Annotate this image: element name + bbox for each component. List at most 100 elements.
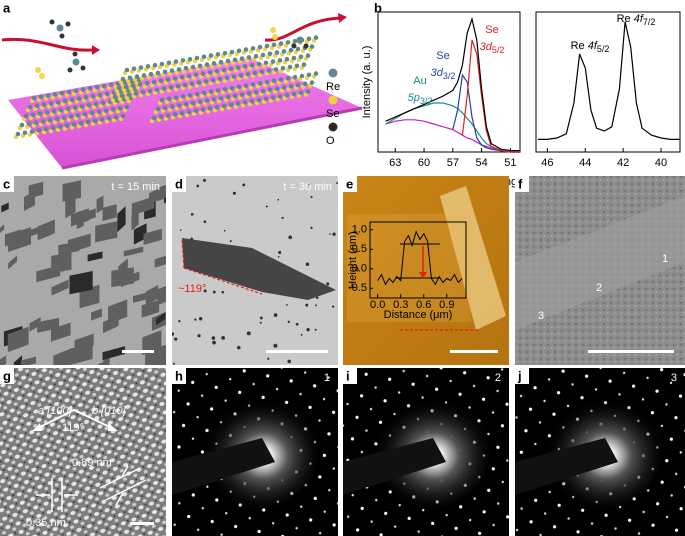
- x-tick-label: 0.9: [439, 299, 454, 311]
- particle: [278, 250, 282, 255]
- atom-re: [61, 115, 67, 121]
- atom-re: [30, 112, 36, 118]
- atom-re: [287, 64, 293, 70]
- atom-re: [292, 38, 298, 44]
- atom-re: [112, 94, 118, 100]
- y-tick-label: 1.0: [352, 224, 367, 236]
- panel-label: f: [518, 176, 523, 191]
- atom-re: [313, 35, 319, 40]
- particle: [277, 255, 280, 258]
- atom-re: [273, 67, 279, 72]
- label-box: [0, 176, 14, 192]
- peak-label: 5p3/2: [408, 92, 433, 106]
- subscript: 5/2: [597, 44, 610, 54]
- atom-re: [245, 71, 251, 77]
- atom-re: [166, 60, 172, 66]
- label-box: [0, 368, 14, 384]
- angle-line: [181, 237, 185, 269]
- particle: [246, 331, 251, 336]
- region-label: 2: [495, 372, 501, 384]
- atom-re: [19, 122, 25, 128]
- flake: [51, 279, 69, 296]
- atom-re: [138, 65, 144, 70]
- atom-re: [64, 123, 70, 128]
- atom-re: [204, 62, 210, 67]
- atom-re: [113, 114, 119, 120]
- plot-frame: [377, 11, 521, 153]
- atom-re: [218, 95, 224, 101]
- atom-re: [306, 72, 312, 78]
- flake: [143, 228, 162, 245]
- particle: [336, 182, 338, 184]
- label-box: [515, 176, 529, 192]
- plot-frame: [535, 11, 681, 153]
- direction-label: a [100]: [38, 405, 73, 417]
- subscript: 3/2: [420, 96, 433, 106]
- atom-re: [259, 69, 265, 75]
- beam-stop: [515, 438, 618, 495]
- atom-re: [242, 100, 248, 105]
- atom-re: [124, 104, 130, 110]
- atom-re: [281, 49, 287, 54]
- atom-re: [190, 100, 196, 106]
- particle: [315, 296, 319, 300]
- flake: [70, 208, 89, 227]
- x-tick-label: 46: [541, 157, 553, 169]
- atom-re: [101, 83, 107, 89]
- atom-re: [229, 49, 235, 55]
- atom-re: [75, 113, 81, 118]
- flake: [97, 360, 108, 365]
- particle: [212, 340, 216, 345]
- x-tick-label: 57: [447, 157, 459, 169]
- atom-re: [250, 46, 256, 51]
- arrowhead: [32, 423, 42, 431]
- atom-re: [186, 73, 192, 79]
- atom-re: [249, 98, 255, 104]
- atom-re: [66, 89, 72, 95]
- atom-re: [271, 42, 277, 48]
- atom-re: [62, 98, 68, 104]
- particle: [221, 290, 225, 294]
- saed-panels: [172, 368, 685, 536]
- y-tick-label: -0.5: [348, 282, 367, 294]
- atom-re: [148, 71, 154, 77]
- atom-re: [37, 111, 43, 116]
- atom-re: [221, 103, 227, 109]
- atom-re: [117, 105, 123, 111]
- particle: [310, 226, 313, 229]
- particle: [174, 337, 178, 341]
- atom-re: [243, 47, 249, 52]
- atom-re: [165, 77, 171, 82]
- peak-label: Re 4f7/2: [617, 13, 656, 27]
- atom-re: [90, 93, 96, 99]
- atom-re: [47, 117, 53, 123]
- atom-re: [183, 101, 189, 107]
- atom-re: [159, 61, 165, 67]
- atom-re: [52, 92, 58, 97]
- region-label: 1: [324, 372, 330, 384]
- particle: [267, 357, 270, 360]
- atom-re: [229, 85, 235, 91]
- atom-re: [69, 97, 75, 103]
- atom-re: [103, 108, 109, 113]
- atom-re: [57, 124, 63, 130]
- panel-c: [0, 176, 166, 365]
- panel-label: g: [3, 368, 11, 383]
- atom-re: [194, 55, 200, 61]
- atom-re: [76, 96, 82, 101]
- legend: Re Se O: [326, 68, 340, 147]
- x-tick-label: 60: [418, 157, 430, 169]
- scale-bar: [588, 350, 674, 353]
- atom-re: [73, 88, 79, 94]
- atom-re: [263, 60, 269, 66]
- atom-re: [183, 65, 189, 71]
- flow-arrow: [1, 37, 93, 52]
- atom-re: [207, 70, 213, 75]
- hrtem-image: [0, 368, 166, 536]
- region-label: 2: [596, 282, 602, 294]
- atom-re: [215, 52, 221, 57]
- atom-re: [250, 82, 256, 87]
- atom-re: [166, 96, 172, 102]
- atom-re: [100, 100, 106, 106]
- atom-re: [133, 91, 139, 96]
